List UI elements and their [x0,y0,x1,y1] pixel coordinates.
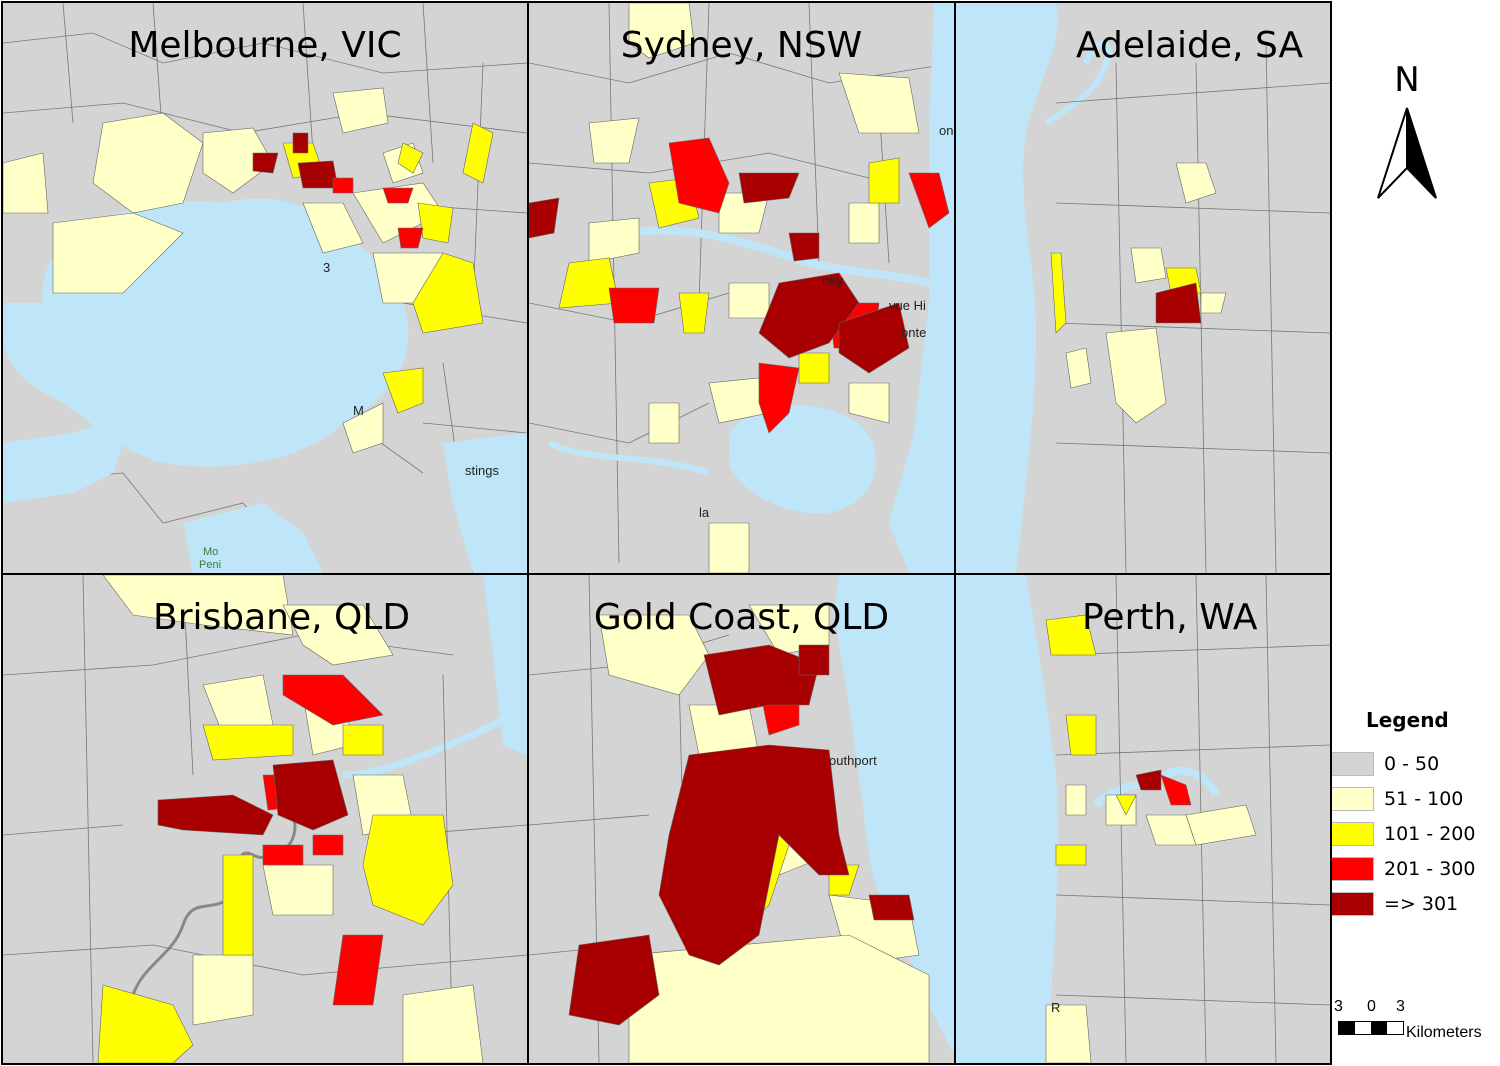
legend-swatch [1330,856,1374,881]
legend-swatch [1330,821,1374,846]
map-panel-brisbane: Brisbane, QLD [3,575,527,1063]
place-label: Peni [199,559,222,571]
scale-label-left: 3 [1334,998,1343,1015]
map-panel-melbourne: Melbourne, VIC M stings 3 Mo Peni [3,3,527,573]
map-panel-adelaide: Adelaide, SA [956,3,1330,573]
legend: Legend 0 - 50 51 - 100 101 - 200 201 - 3… [1330,708,1500,921]
legend-swatch [1330,751,1374,776]
legend-item: => 301 [1330,886,1500,921]
panel-title: Brisbane, QLD [153,597,411,638]
legend-label: 101 - 200 [1384,822,1476,845]
legend-item: 51 - 100 [1330,781,1500,816]
perth-map [956,575,1330,1063]
north-arrow-icon [1377,107,1437,199]
legend-item: 201 - 300 [1330,851,1500,886]
place-label: ney [822,273,843,288]
brisbane-river [342,702,527,779]
brisbane-map [3,575,527,1063]
scale-unit: Kilometers [1406,1024,1482,1041]
panel-title: Adelaide, SA [1076,25,1304,66]
north-letter: N [1394,60,1420,100]
map-panel-sydney: Sydney, NSW ney vue Hi onte la on [529,3,954,573]
adelaide-map [956,3,1330,573]
place-label: Mo [203,546,219,558]
map-panel-gold-coast: Gold Coast, QLD outhport [529,575,954,1063]
legend-item: 101 - 200 [1330,816,1500,851]
sydney-map [529,3,954,573]
scale-label-mid: 0 [1367,998,1376,1015]
place-label: outhport [829,753,877,768]
panel-title: Melbourne, VIC [128,25,402,66]
place-label: la [699,505,710,520]
legend-label: 0 - 50 [1384,752,1440,775]
frame-divider [527,1,529,1065]
legend-title: Legend [1366,708,1449,732]
legend-swatch [1330,786,1374,811]
map-panel-perth: Perth, WA R [956,575,1330,1063]
frame-divider [954,1,956,1065]
panel-title: Perth, WA [1082,597,1258,638]
place-label: 3 [323,260,331,275]
frame-divider [1,573,1332,575]
indian-ocean [956,575,1059,1063]
place-label: M [353,403,364,418]
legend-item: 0 - 50 [1330,746,1500,781]
gulf-st-vincent [956,3,1059,573]
place-label: R [1051,1000,1061,1015]
frame-divider [1330,1,1332,1065]
melbourne-map [3,3,527,573]
scale-bar-graphic [1338,1021,1404,1035]
frame-divider [1,1,1332,3]
place-label: onte [901,325,927,340]
legend-label: 51 - 100 [1384,787,1464,810]
place-label: vue Hi [889,298,926,313]
panel-title: Sydney, NSW [620,25,863,66]
botany-bay [729,404,876,514]
legend-label: 201 - 300 [1384,857,1476,880]
north-arrow: N [1370,60,1444,210]
gold-coast-map [529,575,954,1063]
panel-title: Gold Coast, QLD [593,597,890,638]
place-label: stings [465,463,499,478]
legend-label: => 301 [1384,892,1459,915]
frame-divider [1,1,3,1065]
scale-bar: 3 0 3 Kilometers [1334,998,1500,1048]
frame-divider [1,1063,1332,1065]
legend-swatch [1330,891,1374,916]
scale-label-right: 3 [1396,998,1405,1015]
place-label: on [939,123,954,138]
